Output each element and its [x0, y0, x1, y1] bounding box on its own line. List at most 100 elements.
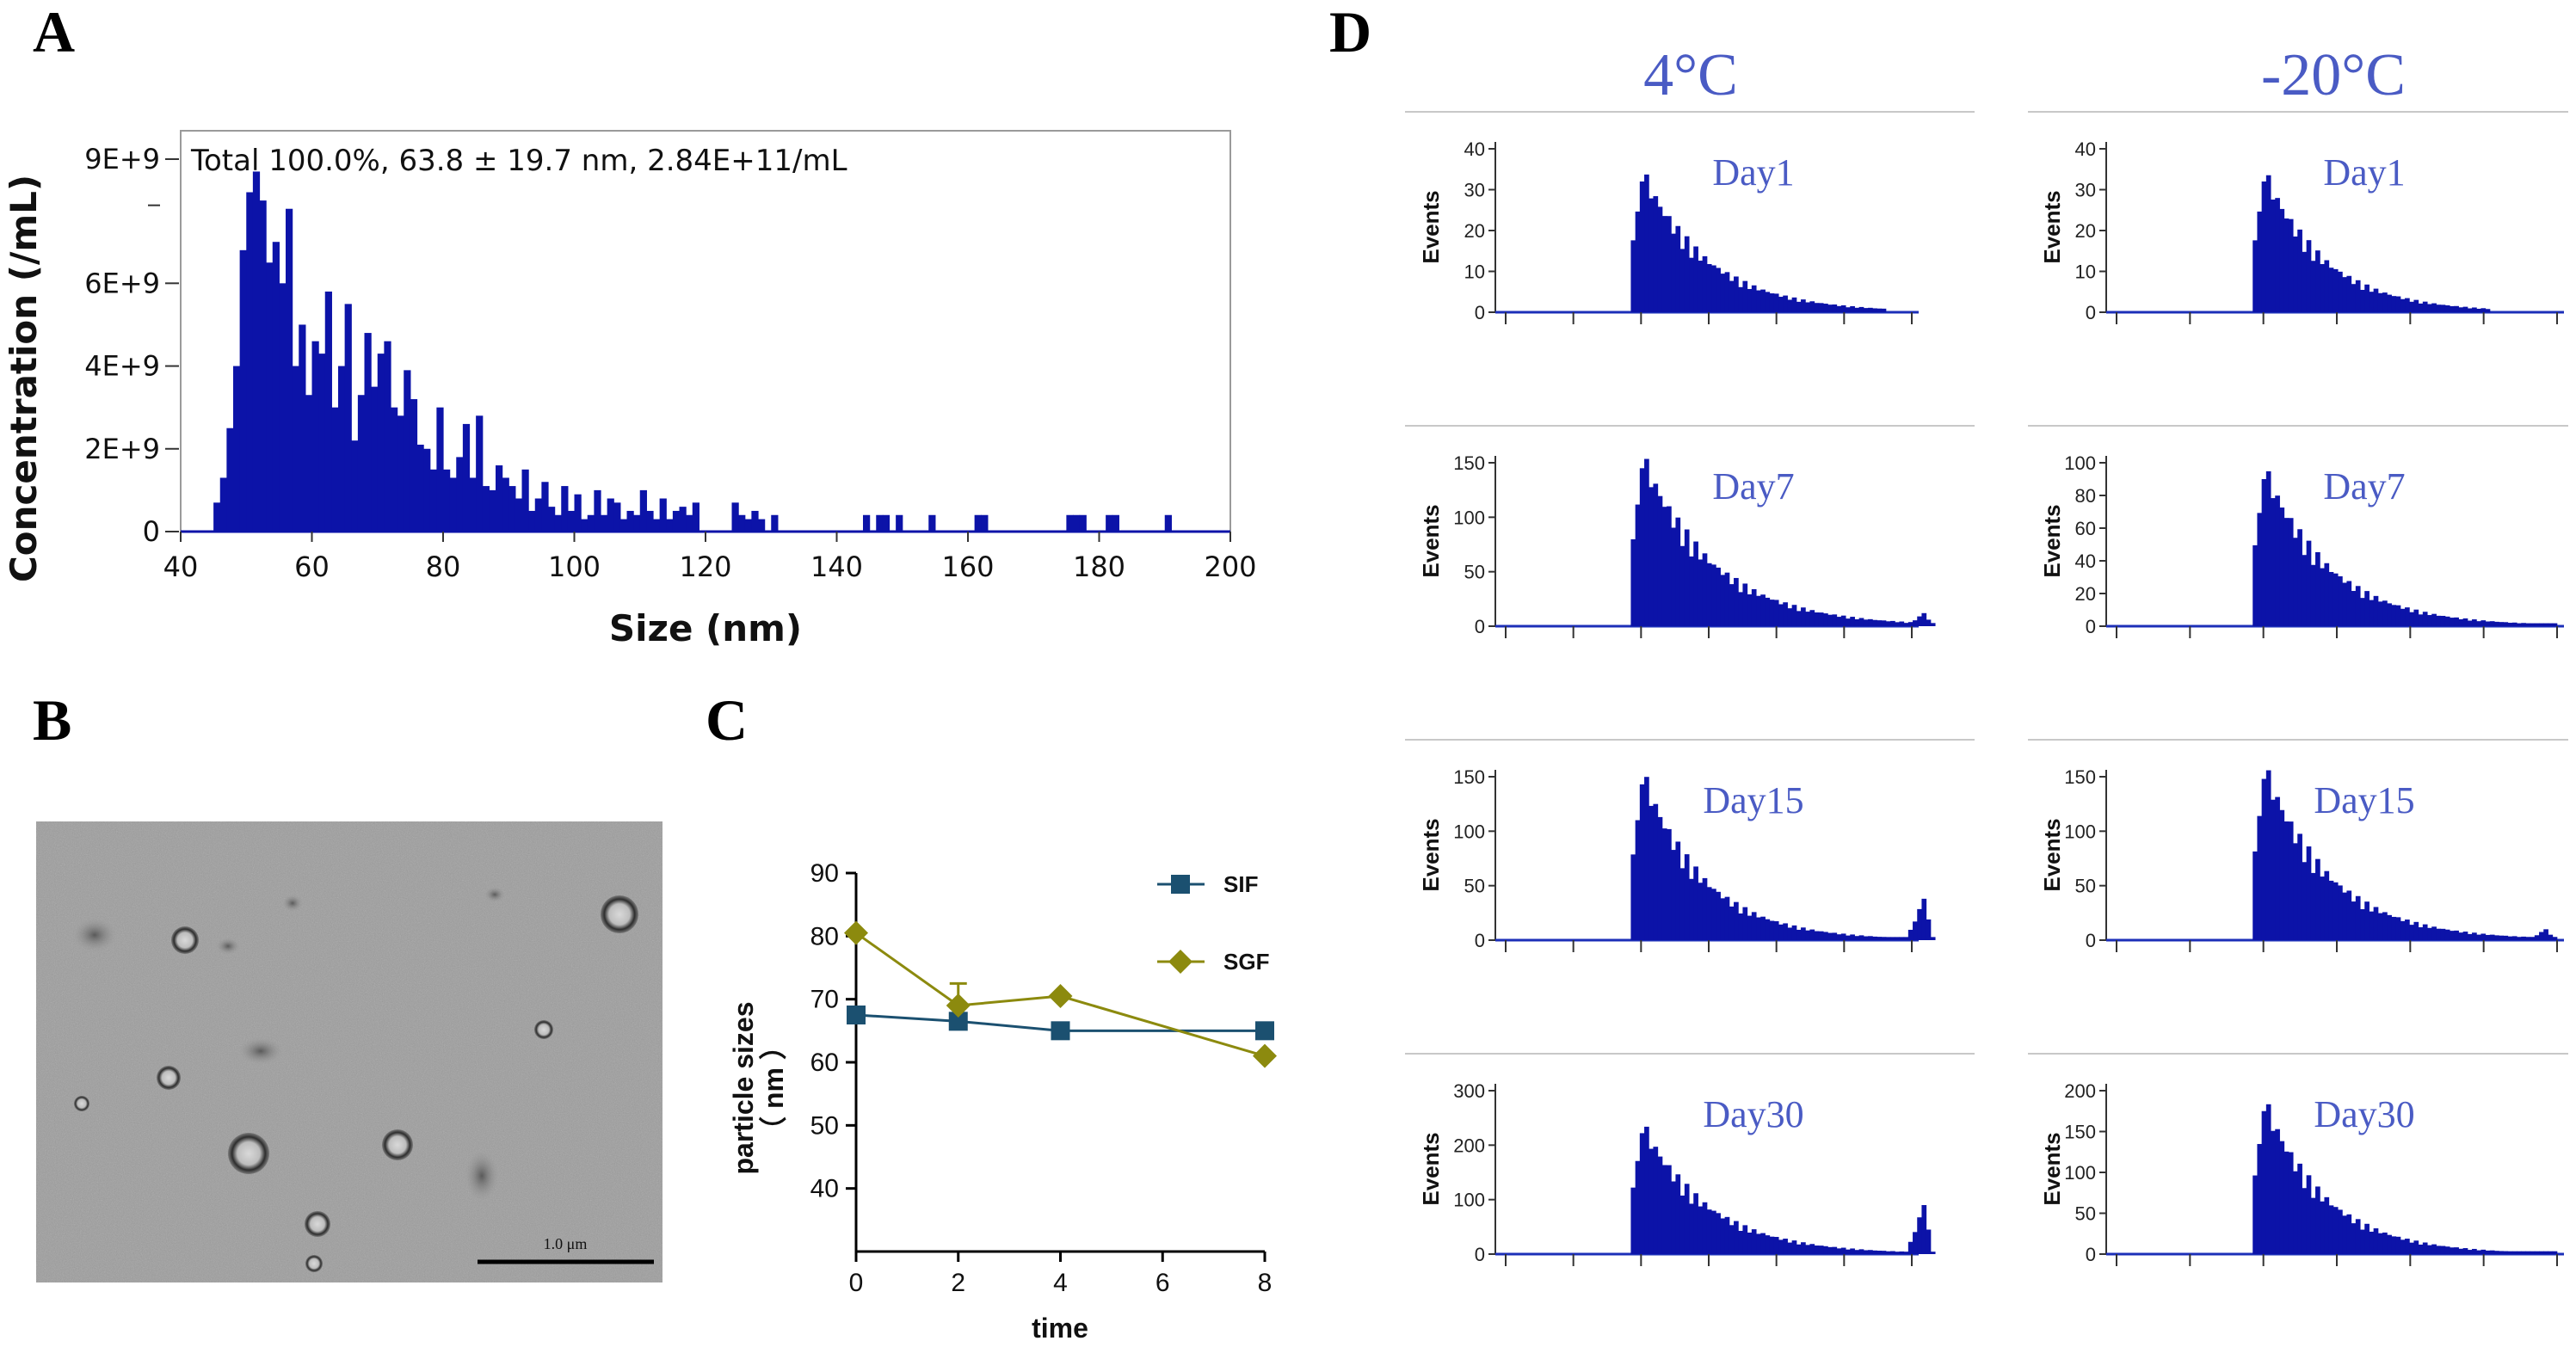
panel-d-bar — [2387, 914, 2392, 940]
panel-d-tail-bar — [1917, 908, 1922, 940]
panel-a-bar — [548, 507, 556, 532]
panel-d-bar — [2257, 211, 2263, 312]
panel-d-bar — [1885, 621, 1891, 626]
panel-c-line-sgf — [855, 932, 1266, 1058]
panel-d-bar — [2400, 920, 2406, 940]
panel-d-bar — [2302, 555, 2308, 626]
panel-a-bar — [659, 498, 667, 532]
panel-d-bar — [2539, 623, 2544, 626]
panel-d-bar — [2333, 268, 2339, 312]
panel-d-bar — [2462, 306, 2468, 312]
panel-d-tail-bar — [2530, 937, 2536, 940]
panel-d-bar — [1783, 1239, 1788, 1254]
panel-c-point-sgf — [1048, 984, 1073, 1008]
panel-a-bar — [364, 333, 372, 532]
panel-d-bar — [1693, 1193, 1698, 1254]
panel-d-bar — [1756, 595, 1761, 626]
panel-d-bar — [1679, 249, 1685, 312]
panel-d-bar — [1635, 820, 1641, 940]
panel-d-bar — [2279, 1141, 2285, 1254]
panel-d-bar — [2382, 1232, 2388, 1254]
panel-a-x-tick-label: 140 — [810, 550, 863, 583]
panel-a-bar — [482, 486, 490, 532]
panel-d-bar — [1930, 1252, 1936, 1254]
panel-a-bar — [974, 514, 982, 532]
panel-a-bar — [416, 444, 424, 532]
panel-d-bar — [2422, 301, 2428, 312]
panel-a-bar — [404, 370, 411, 532]
panel-d-bar — [1693, 866, 1698, 940]
panel-d-bar — [1903, 623, 1909, 626]
panel-d-bar — [2288, 518, 2294, 626]
panel-d-bar — [1868, 936, 1873, 940]
panel-d-bar — [2472, 932, 2477, 940]
panel-d-bar — [1657, 1156, 1663, 1254]
panel-d-bar — [1756, 290, 1761, 312]
panel-d-bar — [2257, 815, 2263, 940]
panel-d-bar — [2257, 1143, 2263, 1254]
panel-d-bar — [2480, 933, 2487, 940]
panel-d-bar — [1836, 305, 1842, 312]
panel-d-bar — [2440, 928, 2446, 940]
panel-d-bar — [2458, 1248, 2464, 1254]
panel-d-bar — [1706, 1209, 1712, 1254]
panel-d-bar — [1684, 1184, 1690, 1254]
panel-d-bar — [2476, 308, 2481, 312]
panel-d-bar — [2338, 885, 2343, 940]
panel-d-bar — [2472, 619, 2477, 626]
panel-d-bar — [2369, 911, 2375, 940]
panel-d-bar — [2476, 621, 2481, 626]
panel-d-bar — [2364, 591, 2370, 626]
panel-c-y-label-line1: particle sizes — [728, 1002, 759, 1175]
panel-d-bar — [1872, 1250, 1877, 1254]
panel-d-y-tick-label: 50 — [1464, 562, 1485, 583]
panel-d-bar — [2306, 240, 2312, 312]
panel-d-bar — [2364, 1223, 2370, 1254]
panel-d-bar — [1765, 1235, 1771, 1254]
panel-d-bar — [1814, 931, 1820, 940]
panel-d-bar — [1787, 927, 1793, 940]
panel-d-y-tick-label: 30 — [2075, 180, 2096, 201]
panel-d-bar — [2462, 1248, 2468, 1254]
panel-a-bar — [391, 407, 398, 532]
panel-d-bar — [2310, 261, 2316, 312]
panel-d-bar — [1881, 308, 1887, 312]
panel-d-bar — [2413, 1240, 2419, 1254]
panel-d-bar — [1684, 236, 1690, 312]
panel-d-y-label: Events — [2039, 504, 2065, 577]
panel-d-bar — [2548, 623, 2554, 626]
panel-a-bar — [626, 510, 634, 532]
panel-c-point-sif — [1255, 1021, 1274, 1041]
panel-d-bar — [1679, 545, 1685, 626]
panel-d-bar — [1711, 265, 1716, 312]
panel-d-bar — [1649, 487, 1654, 626]
panel-d-bar — [2440, 1246, 2446, 1254]
panel-d-bar — [2476, 1250, 2481, 1254]
panel-d-bar — [2395, 296, 2401, 312]
panel-a-bar — [324, 291, 332, 532]
panel-d-bar — [1689, 556, 1694, 626]
panel-a-bar — [594, 489, 601, 532]
panel-d-bar — [2450, 1247, 2455, 1254]
panel-d-bar — [1716, 891, 1721, 940]
panel-a-bar — [758, 519, 766, 532]
panel-a-bar — [1106, 514, 1113, 532]
panel-d-subplot: 0 50 100 150 Events Day15 — [1405, 739, 1975, 952]
panel-d-bar — [1787, 299, 1793, 312]
panel-d-bar — [1787, 608, 1793, 626]
panel-d-bar — [1854, 1250, 1860, 1254]
panel-a-bar — [534, 498, 542, 532]
panel-d-bar — [2342, 1215, 2347, 1254]
panel-d-bar — [1805, 930, 1810, 940]
panel-c-point-sgf — [946, 993, 971, 1018]
panel-d-bar — [1738, 592, 1743, 626]
panel-d-bar — [1840, 1247, 1846, 1254]
panel-d-bar — [1903, 1252, 1909, 1254]
panel-d-y-tick-label: 80 — [2075, 485, 2096, 507]
scale-bar-label: 1.0 μm — [544, 1235, 588, 1252]
panel-c-y-label-line2: （ nm ） — [758, 1032, 789, 1144]
panel-a-y-tick-label: 0 — [143, 515, 160, 548]
panel-d-bar — [2324, 870, 2330, 940]
panel-d-bar — [1706, 887, 1712, 940]
panel-a-bar — [456, 457, 464, 532]
